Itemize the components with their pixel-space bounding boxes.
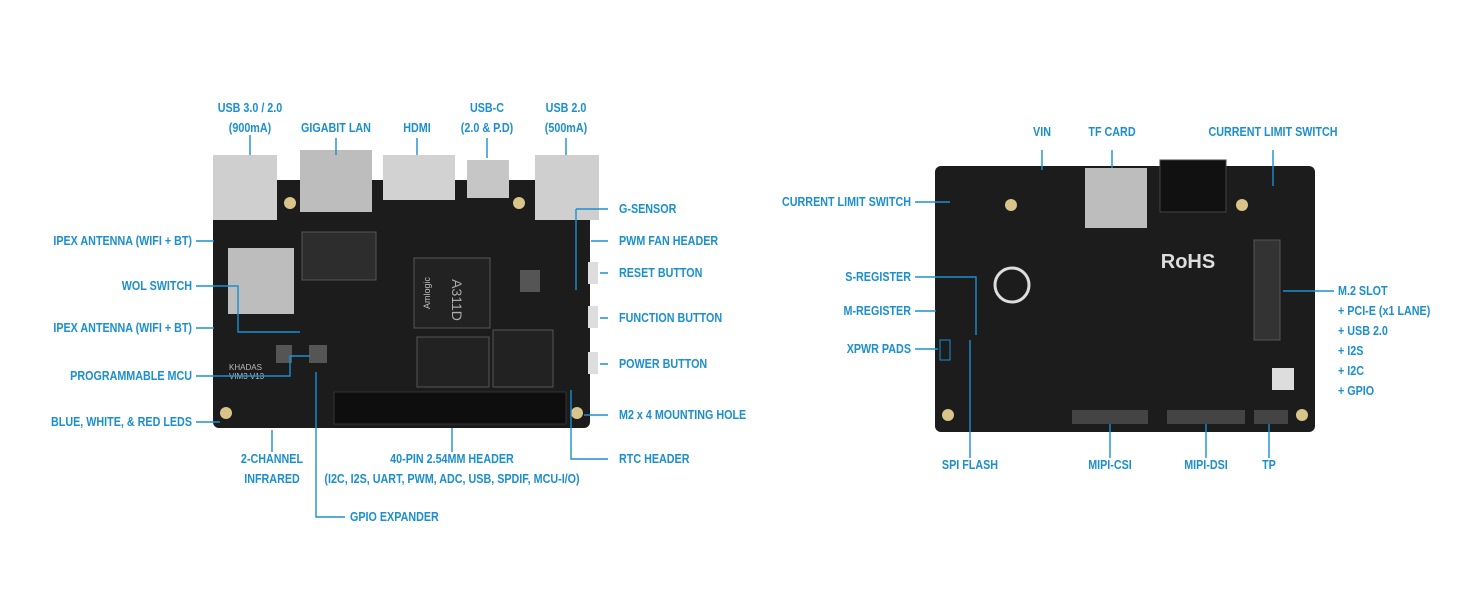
label-vin: VIN xyxy=(1033,125,1051,139)
lan-port xyxy=(300,150,372,212)
label-infrared: 2-CHANNEL xyxy=(240,452,304,466)
label-s-register: S-REGISTER xyxy=(845,270,911,284)
csi-connector xyxy=(1072,410,1148,424)
pb-free-icon xyxy=(993,266,1031,304)
label-current-limit-top: CURRENT LIMIT SWITCH xyxy=(1208,125,1338,139)
label-mipi-dsi: MIPI-DSI xyxy=(1184,458,1228,472)
m2-slot xyxy=(1253,239,1281,341)
soc-brand-text: Amlogic xyxy=(422,276,432,309)
label-tf-card: TF CARD xyxy=(1088,125,1136,139)
leader-lines xyxy=(196,135,1334,518)
soc-chip xyxy=(413,257,491,329)
label-wol-switch: WOL SWITCH xyxy=(121,279,192,293)
label-pwm-fan: PWM FAN HEADER xyxy=(619,234,719,248)
back-board: RoHS xyxy=(935,159,1315,432)
label-gpio-expander: GPIO EXPANDER xyxy=(350,510,439,524)
label-m2-pcie: + PCI-E (x1 LANE) xyxy=(1338,304,1431,318)
label-tp: TP xyxy=(1262,458,1276,472)
label-mounting-hole: M2 x 4 MOUNTING HOLE xyxy=(619,408,747,422)
label-ipex-1: IPEX ANTENNA (WIFI + BT) xyxy=(53,234,192,248)
label-g-sensor: G-SENSOR xyxy=(619,202,677,216)
dsi-connector xyxy=(1167,410,1245,424)
label-m-register: M-REGISTER xyxy=(843,304,911,318)
label-mipi-csi: MIPI-CSI xyxy=(1088,458,1132,472)
label-m2-gpio: + GPIO xyxy=(1338,384,1375,398)
tf-card-slot xyxy=(1085,168,1147,228)
label-ipex-2: IPEX ANTENNA (WIFI + BT) xyxy=(53,321,192,335)
label-leds: BLUE, WHITE, & RED LEDS xyxy=(51,415,193,429)
label-function-button: FUNCTION BUTTON xyxy=(619,311,723,325)
label-usbc: USB-C xyxy=(469,101,505,115)
wifi-module xyxy=(228,248,294,314)
label-xpwr-pads: XPWR PADS xyxy=(846,342,911,356)
khadas-logo-text: KHADAS xyxy=(229,363,262,372)
label-usb3-current: (900mA) xyxy=(228,121,272,135)
label-current-limit-left: CURRENT LIMIT SWITCH xyxy=(782,195,911,209)
label-usb3: USB 3.0 / 2.0 xyxy=(217,101,283,115)
gpio-header xyxy=(333,391,567,425)
label-40pin-sub: (I2C, I2S, UART, PWM, ADC, USB, SPDIF, M… xyxy=(324,472,580,486)
label-m2-usb: + USB 2.0 xyxy=(1338,324,1388,338)
hdmi-port xyxy=(383,155,455,200)
label-usbc-sub: (2.0 & P.D) xyxy=(460,121,514,135)
label-rtc-header: RTC HEADER xyxy=(619,452,690,466)
label-m2-i2s: + I2S xyxy=(1338,344,1364,358)
label-power-button: POWER BUTTON xyxy=(619,357,708,371)
label-m2-i2c: + I2C xyxy=(1338,364,1365,378)
rohs-mark: RoHS xyxy=(1161,251,1215,273)
tp-connector xyxy=(1254,410,1288,424)
lan-back xyxy=(1159,159,1227,213)
usb2-port xyxy=(535,155,599,220)
front-board: Amlogic A311D KHADAS VIM3 V13 xyxy=(213,150,599,428)
label-m2-slot: M.2 SLOT xyxy=(1338,284,1388,298)
label-gigabit-lan: GIGABIT LAN xyxy=(301,121,371,135)
label-spi-flash: SPI FLASH xyxy=(941,458,999,472)
soc-text: A311D xyxy=(449,279,465,321)
label-infrared-sub: INFRARED xyxy=(244,472,300,486)
label-usb2-current: (500mA) xyxy=(544,121,588,135)
label-40pin-header: 40-PIN 2.54MM HEADER xyxy=(390,452,514,466)
usbc-port xyxy=(467,160,509,198)
usb3-port xyxy=(213,155,277,220)
label-reset-button: RESET BUTTON xyxy=(619,266,703,280)
label-hdmi: HDMI xyxy=(403,121,431,135)
label-programmable-mcu: PROGRAMMABLE MCU xyxy=(70,369,192,383)
label-usb2: USB 2.0 xyxy=(545,101,587,115)
qr-code xyxy=(1272,368,1294,390)
